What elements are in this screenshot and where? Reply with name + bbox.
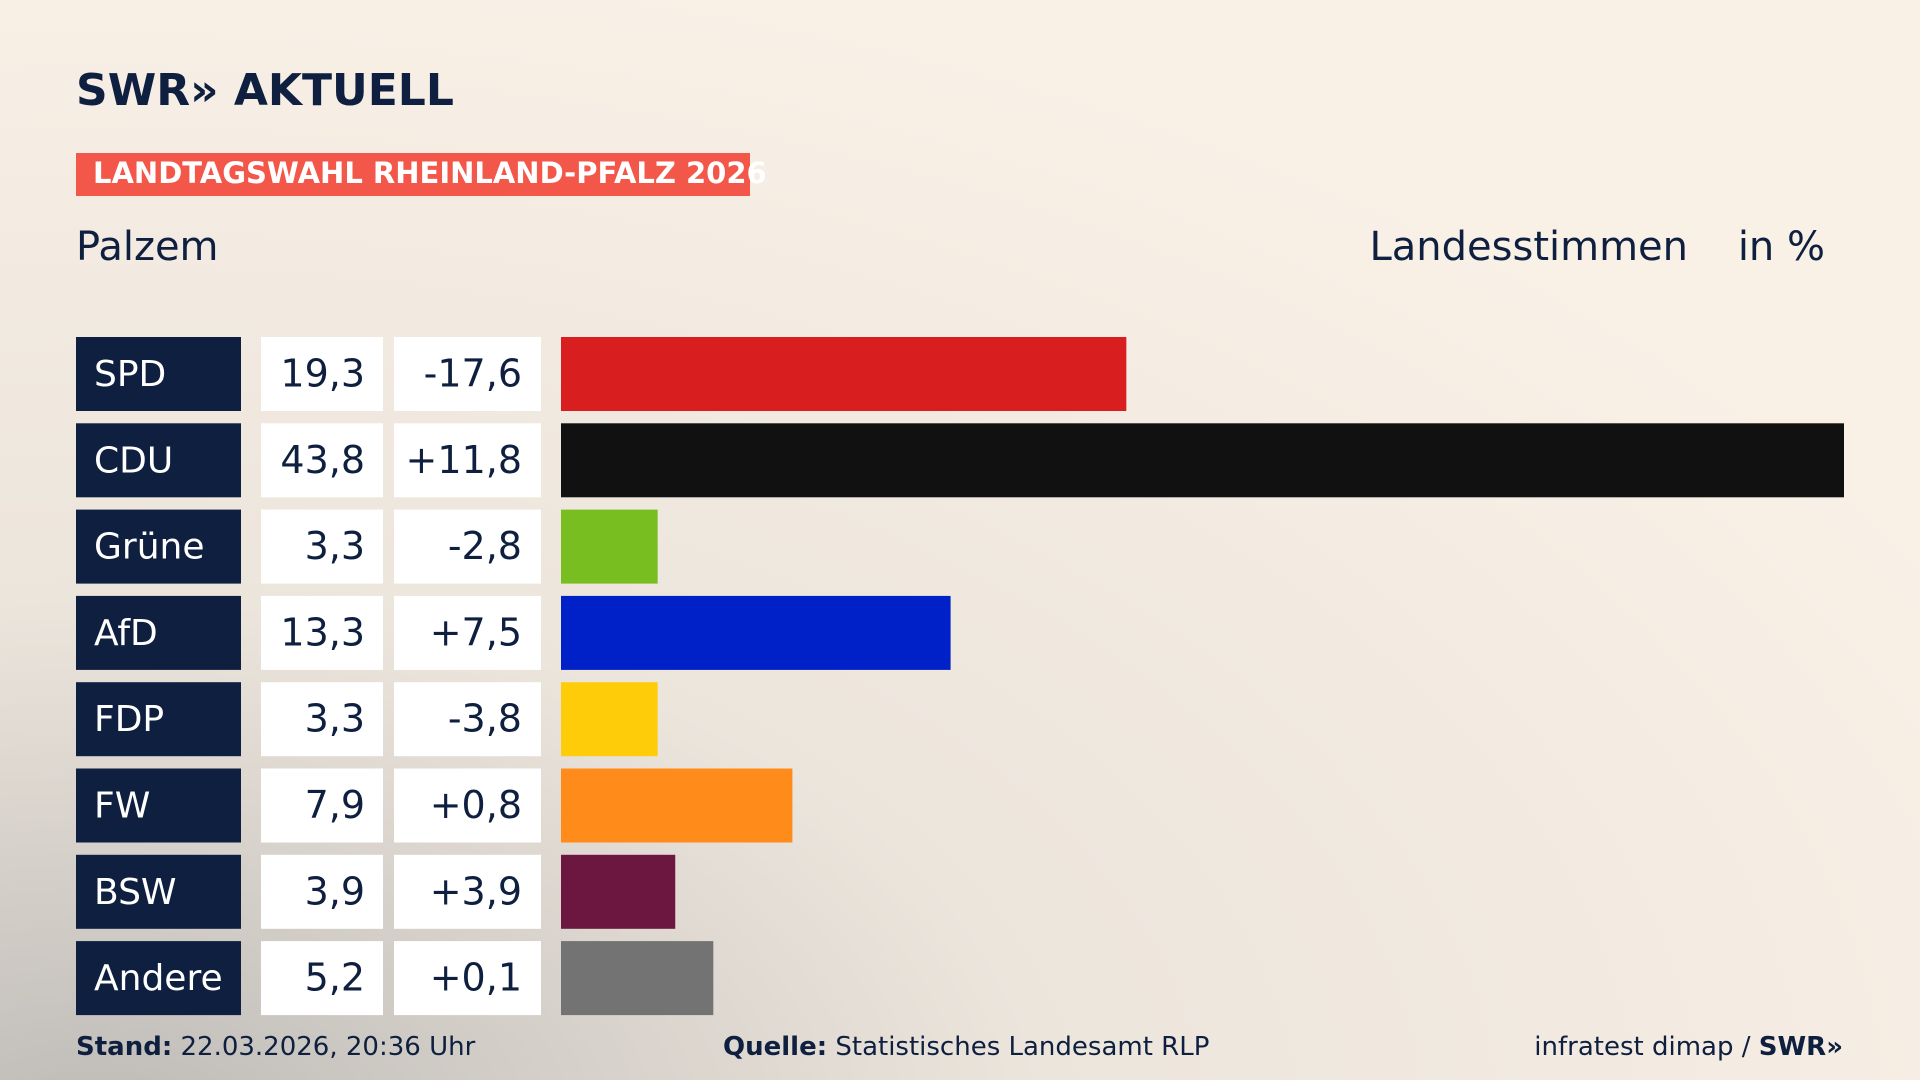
value-box: [261, 423, 383, 498]
bar: [561, 854, 676, 929]
value-label: 43,8: [280, 438, 365, 482]
value-label: 3,3: [305, 524, 365, 568]
party-box: [76, 854, 241, 929]
party-box: [76, 337, 241, 411]
party-box: [76, 941, 241, 1016]
change-box: [394, 768, 541, 843]
change-box: [394, 509, 541, 584]
party-label: FDP: [94, 699, 164, 740]
party-label: BSW: [94, 872, 177, 913]
footer-source: Quelle: Statistisches Landesamt RLP: [723, 1032, 1209, 1062]
value-box: [261, 682, 383, 757]
chart-subtitle: Palzem: [76, 224, 219, 270]
stand-date: 22.03.2026, 20:36 Uhr: [180, 1032, 475, 1062]
change-label: -2,8: [448, 524, 522, 568]
party-box: [76, 768, 241, 843]
value-box: [261, 509, 383, 584]
bar: [561, 595, 951, 670]
bar: [561, 941, 714, 1016]
party-label: FW: [94, 786, 150, 827]
footer-stand: Stand: 22.03.2026, 20:36 Uhr: [76, 1032, 476, 1062]
value-box: [261, 854, 383, 929]
change-box: [394, 337, 541, 411]
value-label: 5,2: [305, 956, 365, 1000]
party-label: Grüne: [94, 527, 204, 568]
bar: [561, 768, 793, 843]
party-label: Andere: [94, 958, 223, 999]
change-box: [394, 941, 541, 1016]
change-box: [394, 854, 541, 929]
source-label: Quelle:: [723, 1032, 827, 1062]
value-box: [261, 768, 383, 843]
stand-label: Stand:: [76, 1032, 172, 1062]
brand-logo: SWR» AKTUELL: [76, 65, 454, 116]
change-box: [394, 682, 541, 757]
party-box: [76, 595, 241, 670]
title-banner: [76, 153, 750, 196]
change-label: -3,8: [448, 697, 522, 741]
value-box: [261, 595, 383, 670]
party-box: [76, 423, 241, 498]
change-box: [394, 423, 541, 498]
change-label: +0,1: [430, 956, 522, 1000]
bar: [561, 337, 1127, 411]
bar: [561, 423, 1844, 498]
value-heading: Landesstimmen: [1369, 224, 1688, 270]
value-label: 13,3: [280, 610, 365, 654]
value-label: 7,9: [305, 783, 365, 827]
party-label: SPD: [94, 354, 166, 395]
unit-label: in %: [1738, 224, 1825, 270]
credit-text: infratest dimap /: [1534, 1032, 1750, 1062]
bar: [561, 509, 658, 584]
value-box: [261, 941, 383, 1016]
change-label: +7,5: [430, 610, 522, 654]
change-label: +11,8: [406, 438, 522, 482]
change-label: -17,6: [424, 352, 522, 396]
value-box: [261, 337, 383, 411]
change-label: +3,9: [430, 869, 522, 913]
value-label: 19,3: [280, 352, 365, 396]
value-label: 3,3: [305, 697, 365, 741]
value-label: 3,9: [305, 869, 365, 913]
bar: [561, 682, 658, 757]
party-label: CDU: [94, 440, 173, 481]
change-label: +0,8: [430, 783, 522, 827]
footer-credit: infratest dimap / SWR»: [1534, 1032, 1843, 1062]
party-label: AfD: [94, 613, 158, 654]
source-name: Statistisches Landesamt RLP: [835, 1032, 1209, 1062]
credit-logo: SWR»: [1759, 1032, 1843, 1062]
chart-title: LANDTAGSWAHL RHEINLAND-PFALZ 2026: [93, 156, 767, 190]
party-box: [76, 509, 241, 584]
party-box: [76, 682, 241, 757]
change-box: [394, 595, 541, 670]
